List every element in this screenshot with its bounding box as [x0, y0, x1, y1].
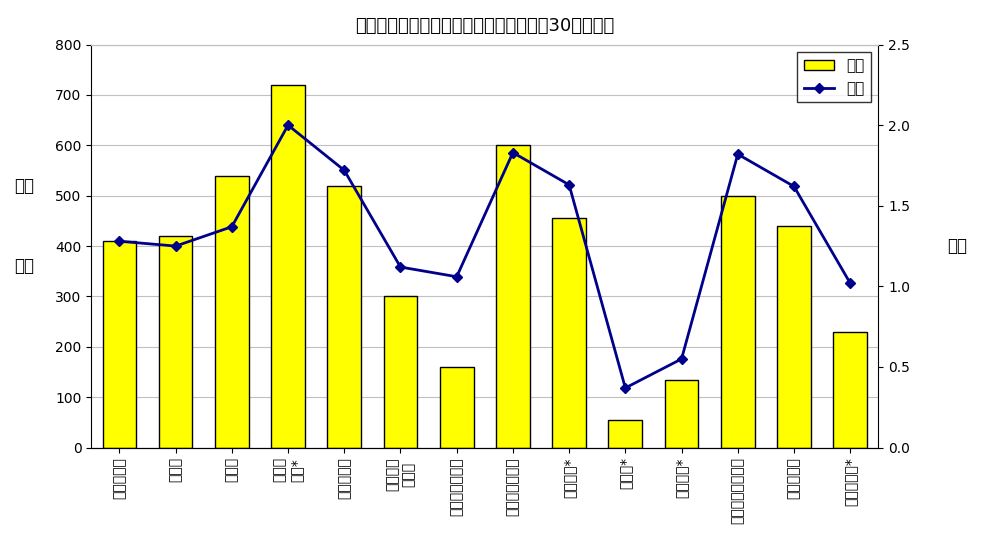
- Bar: [833, 332, 867, 447]
- Bar: [439, 367, 474, 447]
- Bar: [215, 175, 249, 447]
- Bar: [608, 420, 643, 447]
- Bar: [328, 186, 361, 447]
- Bar: [552, 219, 586, 447]
- Bar: [103, 241, 136, 447]
- Bar: [384, 296, 417, 447]
- Bar: [665, 380, 698, 447]
- Legend: 金額, 月数: 金額, 月数: [798, 52, 871, 102]
- Text: 月数: 月数: [947, 237, 967, 255]
- Title: 産業別年末賞与の支給状況（事業所規模30人以上）: 産業別年末賞与の支給状況（事業所規模30人以上）: [355, 17, 614, 35]
- Text: 千円: 千円: [15, 257, 34, 275]
- Text: 金額: 金額: [15, 176, 34, 195]
- Bar: [271, 85, 305, 447]
- Bar: [159, 236, 192, 447]
- Bar: [721, 196, 754, 447]
- Bar: [777, 226, 811, 447]
- Bar: [496, 146, 530, 447]
